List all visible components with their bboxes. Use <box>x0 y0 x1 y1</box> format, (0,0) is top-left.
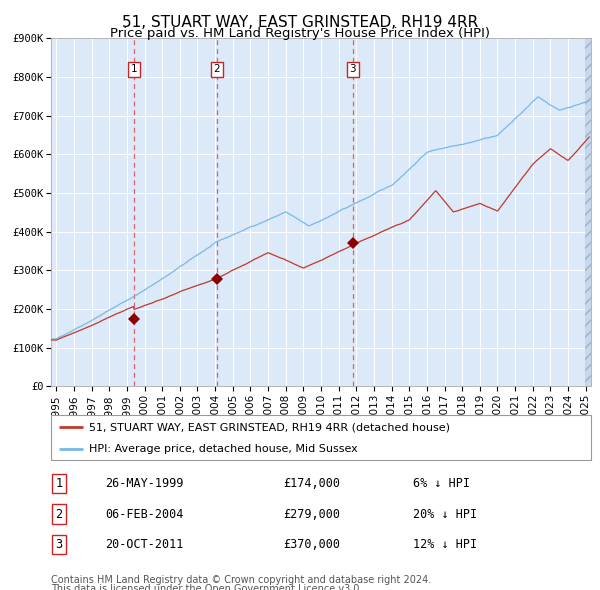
Text: 06-FEB-2004: 06-FEB-2004 <box>105 507 184 520</box>
Text: 20% ↓ HPI: 20% ↓ HPI <box>413 507 477 520</box>
Text: £174,000: £174,000 <box>283 477 340 490</box>
FancyBboxPatch shape <box>51 415 591 460</box>
Text: 2: 2 <box>56 507 62 520</box>
Bar <box>585 38 591 386</box>
Text: Contains HM Land Registry data © Crown copyright and database right 2024.: Contains HM Land Registry data © Crown c… <box>51 575 431 585</box>
Text: 2: 2 <box>214 64 220 74</box>
Text: This data is licensed under the Open Government Licence v3.0.: This data is licensed under the Open Gov… <box>51 584 362 590</box>
Text: 51, STUART WAY, EAST GRINSTEAD, RH19 4RR (detached house): 51, STUART WAY, EAST GRINSTEAD, RH19 4RR… <box>89 422 450 432</box>
Text: 6% ↓ HPI: 6% ↓ HPI <box>413 477 470 490</box>
Text: 3: 3 <box>56 538 62 551</box>
Text: 3: 3 <box>349 64 356 74</box>
Text: Price paid vs. HM Land Registry's House Price Index (HPI): Price paid vs. HM Land Registry's House … <box>110 27 490 40</box>
Text: 12% ↓ HPI: 12% ↓ HPI <box>413 538 477 551</box>
Text: 1: 1 <box>130 64 137 74</box>
Text: £279,000: £279,000 <box>283 507 340 520</box>
Text: 1: 1 <box>56 477 62 490</box>
Text: HPI: Average price, detached house, Mid Sussex: HPI: Average price, detached house, Mid … <box>89 444 358 454</box>
Text: 51, STUART WAY, EAST GRINSTEAD, RH19 4RR: 51, STUART WAY, EAST GRINSTEAD, RH19 4RR <box>122 15 478 30</box>
Text: £370,000: £370,000 <box>283 538 340 551</box>
Text: 20-OCT-2011: 20-OCT-2011 <box>105 538 184 551</box>
Text: 26-MAY-1999: 26-MAY-1999 <box>105 477 184 490</box>
